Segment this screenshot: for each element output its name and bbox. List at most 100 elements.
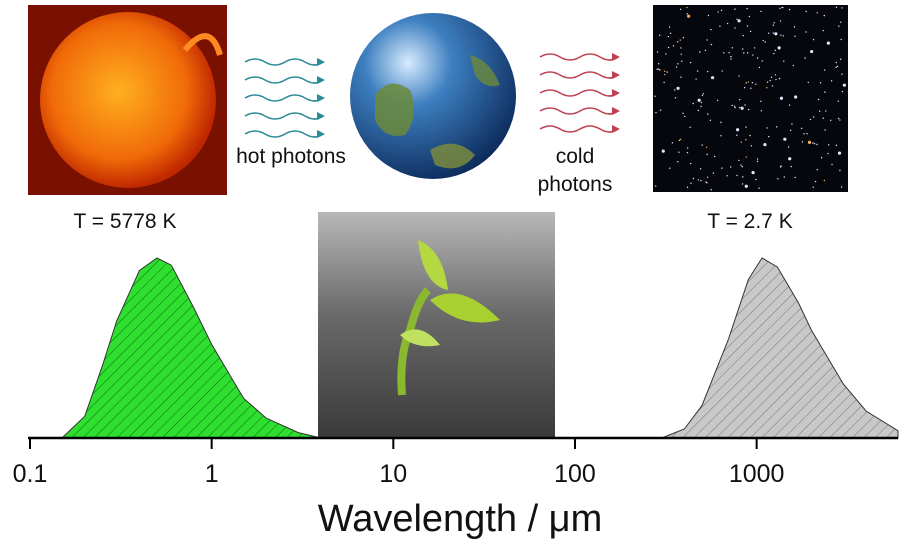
- x-tick-label: 0.1: [13, 460, 48, 488]
- star: [701, 144, 703, 146]
- star: [706, 153, 708, 156]
- star: [749, 134, 751, 137]
- star: [717, 11, 719, 13]
- star: [710, 189, 712, 191]
- star: [756, 57, 759, 59]
- star: [838, 25, 840, 27]
- star: [841, 73, 843, 75]
- star: [800, 127, 803, 130]
- star: [817, 98, 820, 101]
- star: [692, 102, 694, 105]
- star: [723, 52, 725, 54]
- star: [664, 70, 666, 73]
- star: [738, 159, 740, 162]
- sun-temperature: T = 5778 K: [73, 210, 177, 233]
- star: [677, 63, 679, 65]
- star: [751, 81, 754, 84]
- star: [697, 109, 699, 112]
- star: [734, 27, 736, 29]
- star: [742, 34, 745, 37]
- star: [763, 142, 767, 147]
- star: [807, 140, 812, 144]
- star: [697, 98, 701, 102]
- star: [758, 187, 760, 189]
- star: [840, 38, 842, 41]
- star: [678, 151, 680, 153]
- hot-label: hot photons: [236, 145, 346, 168]
- star: [702, 93, 705, 95]
- star: [835, 6, 838, 9]
- star: [687, 14, 691, 18]
- star: [738, 106, 741, 109]
- star: [805, 31, 807, 33]
- star: [668, 26, 671, 28]
- star: [682, 36, 685, 39]
- star: [744, 104, 746, 106]
- star: [710, 76, 715, 80]
- star: [816, 168, 819, 171]
- x-tick-label: 100: [554, 460, 596, 488]
- spectrum-hatch: [60, 257, 322, 439]
- seedling-image: [318, 212, 555, 438]
- star: [748, 15, 751, 18]
- star: [790, 165, 792, 168]
- star: [699, 51, 701, 53]
- star: [766, 127, 768, 129]
- star: [743, 52, 745, 54]
- star: [663, 81, 665, 84]
- star: [837, 100, 839, 102]
- star: [709, 119, 712, 122]
- star: [680, 47, 682, 49]
- star: [831, 163, 833, 166]
- star: [720, 135, 722, 137]
- cold-label: cold photons: [537, 145, 613, 196]
- star: [679, 39, 681, 41]
- star: [749, 30, 752, 33]
- star: [760, 110, 762, 112]
- star: [700, 105, 702, 108]
- sun-image: [28, 5, 227, 195]
- star: [836, 65, 839, 68]
- star: [805, 10, 807, 13]
- star: [730, 58, 732, 60]
- star: [803, 133, 805, 135]
- star: [812, 186, 814, 188]
- star: [731, 104, 733, 107]
- star: [669, 167, 671, 169]
- star: [819, 110, 821, 112]
- star: [779, 20, 782, 22]
- star: [720, 121, 722, 124]
- star: [720, 9, 723, 12]
- star: [686, 13, 688, 15]
- star: [710, 28, 712, 31]
- star: [783, 137, 787, 141]
- star: [835, 66, 837, 68]
- star: [788, 104, 791, 106]
- star: [753, 47, 756, 49]
- star: [773, 22, 775, 24]
- star: [706, 39, 708, 41]
- star: [710, 43, 713, 46]
- star: [755, 178, 757, 181]
- star: [801, 141, 804, 143]
- star: [705, 146, 708, 148]
- star: [681, 60, 683, 63]
- star: [734, 107, 736, 109]
- star: [706, 176, 709, 178]
- star: [756, 160, 759, 163]
- star: [841, 90, 844, 93]
- star: [775, 126, 778, 128]
- star: [827, 144, 830, 146]
- x-axis-title: Wavelength / μm: [317, 498, 603, 540]
- star: [700, 179, 702, 182]
- star: [804, 57, 806, 59]
- star: [778, 77, 781, 80]
- star: [823, 14, 825, 17]
- star: [756, 158, 759, 160]
- star: [814, 180, 817, 183]
- star: [686, 147, 689, 149]
- star: [777, 46, 781, 50]
- star: [742, 176, 744, 178]
- star: [794, 176, 796, 179]
